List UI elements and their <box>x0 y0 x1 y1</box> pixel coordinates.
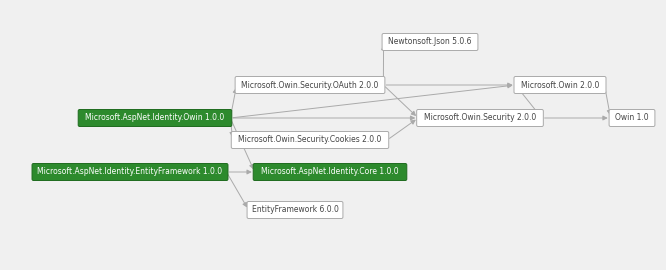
Text: Microsoft.AspNet.Identity.EntityFramework 1.0.0: Microsoft.AspNet.Identity.EntityFramewor… <box>37 167 222 177</box>
Text: Microsoft.Owin.Security.OAuth 2.0.0: Microsoft.Owin.Security.OAuth 2.0.0 <box>241 80 379 89</box>
Text: Microsoft.Owin.Security 2.0.0: Microsoft.Owin.Security 2.0.0 <box>424 113 536 123</box>
FancyBboxPatch shape <box>382 33 478 50</box>
FancyBboxPatch shape <box>235 76 385 93</box>
Text: EntityFramework 6.0.0: EntityFramework 6.0.0 <box>252 205 338 214</box>
FancyBboxPatch shape <box>417 110 543 127</box>
FancyBboxPatch shape <box>253 164 407 181</box>
FancyBboxPatch shape <box>247 201 343 218</box>
FancyBboxPatch shape <box>78 110 232 127</box>
Text: Microsoft.AspNet.Identity.Core 1.0.0: Microsoft.AspNet.Identity.Core 1.0.0 <box>261 167 399 177</box>
FancyBboxPatch shape <box>514 76 606 93</box>
Text: Microsoft.Owin 2.0.0: Microsoft.Owin 2.0.0 <box>521 80 599 89</box>
Text: Owin 1.0: Owin 1.0 <box>615 113 649 123</box>
FancyBboxPatch shape <box>231 131 389 149</box>
Text: Microsoft.Owin.Security.Cookies 2.0.0: Microsoft.Owin.Security.Cookies 2.0.0 <box>238 136 382 144</box>
FancyBboxPatch shape <box>609 110 655 127</box>
FancyBboxPatch shape <box>32 164 228 181</box>
Text: Newtonsoft.Json 5.0.6: Newtonsoft.Json 5.0.6 <box>388 38 472 46</box>
Text: Microsoft.AspNet.Identity.Owin 1.0.0: Microsoft.AspNet.Identity.Owin 1.0.0 <box>85 113 224 123</box>
